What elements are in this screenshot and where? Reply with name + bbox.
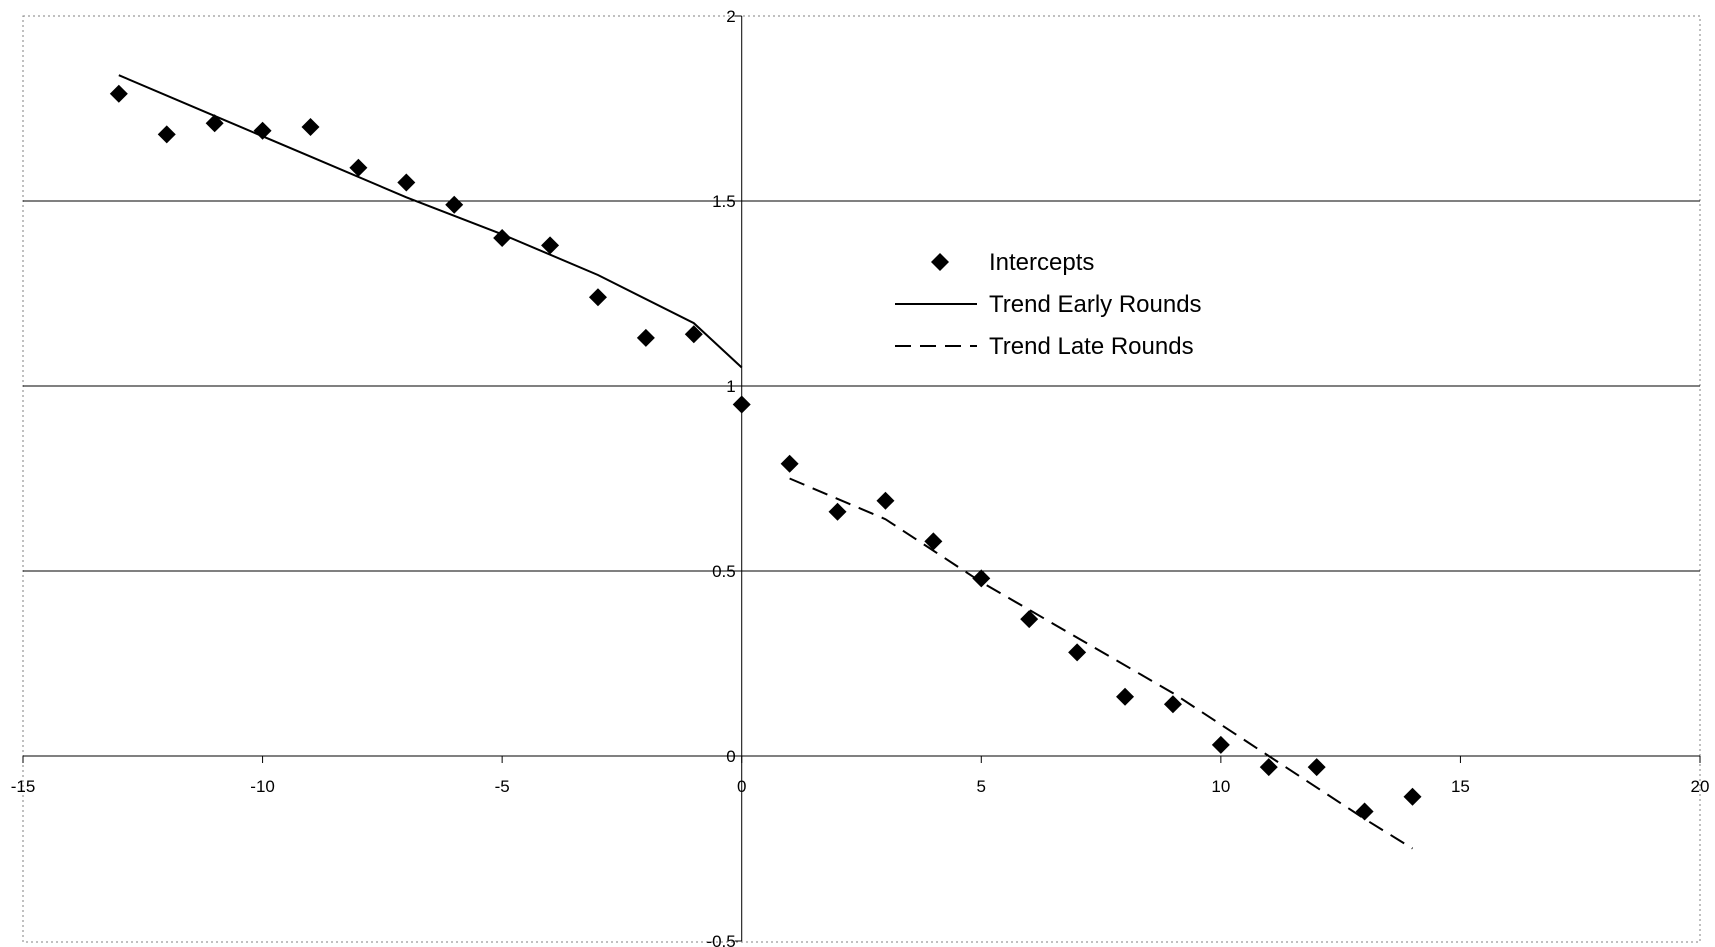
intercept-point xyxy=(1307,758,1326,777)
intercept-point xyxy=(493,229,512,247)
intercept-point xyxy=(541,236,560,255)
intercept-point xyxy=(445,195,464,214)
y-tick-label: 0 xyxy=(726,747,735,766)
intercept-point xyxy=(109,84,128,103)
x-tick-label: -15 xyxy=(11,777,36,796)
trend-lines xyxy=(118,74,1414,850)
intercept-point xyxy=(1068,643,1087,662)
x-tick-label: -10 xyxy=(250,777,275,796)
x-tick-label: 10 xyxy=(1211,777,1230,796)
intercept-point xyxy=(1211,735,1230,754)
trend-line-early-rounds xyxy=(118,74,743,369)
legend: Intercepts Trend Early Rounds Trend Late R… xyxy=(895,249,1202,360)
intercept-point xyxy=(1116,687,1135,706)
legend-label: Trend Early Rounds xyxy=(989,291,1202,318)
intercept-point xyxy=(1259,758,1278,777)
x-tick-label: 20 xyxy=(1691,777,1710,796)
intercept-point xyxy=(636,328,655,347)
tick-labels: -15 -10 -5 0 5 10 15 20 -0.5 0 0.5 1 1.5 2 xyxy=(11,7,1710,947)
intercept-point xyxy=(1355,802,1374,821)
intercept-point xyxy=(397,173,416,192)
intercept-point xyxy=(1163,695,1182,714)
x-tick-label: 15 xyxy=(1451,777,1470,796)
trend-line-late-rounds xyxy=(789,477,1414,850)
y-tick-label: 1.5 xyxy=(712,192,736,211)
data-points xyxy=(109,84,1422,821)
intercept-point xyxy=(349,158,368,177)
legend-marker-intercepts xyxy=(931,253,949,271)
intercept-point xyxy=(924,532,943,551)
intercept-point xyxy=(972,569,991,588)
intercept-point xyxy=(828,502,847,521)
intercept-point xyxy=(588,288,607,307)
x-tick-label: 0 xyxy=(737,777,746,796)
intercept-point xyxy=(732,395,751,414)
intercept-point xyxy=(205,114,224,133)
plot-area-border xyxy=(22,15,1701,943)
y-tick-label: 1 xyxy=(726,377,735,396)
intercept-point xyxy=(1403,787,1422,806)
intercept-point xyxy=(876,491,895,510)
x-tick-label: -5 xyxy=(495,777,510,796)
y-tick-label: -0.5 xyxy=(706,932,735,947)
intercept-point xyxy=(157,125,176,144)
axes xyxy=(22,15,1701,942)
y-tick-label: 2 xyxy=(726,7,735,26)
intercept-point xyxy=(780,454,799,473)
y-tick-label: 0.5 xyxy=(712,562,736,581)
legend-label: Trend Late Rounds xyxy=(989,333,1194,360)
intercept-point xyxy=(301,118,320,136)
intercept-point xyxy=(1020,610,1039,629)
intercept-point xyxy=(684,325,703,344)
x-tick-label: 5 xyxy=(977,777,986,796)
intercept-point xyxy=(253,121,272,140)
legend-label: Intercepts xyxy=(989,249,1094,276)
